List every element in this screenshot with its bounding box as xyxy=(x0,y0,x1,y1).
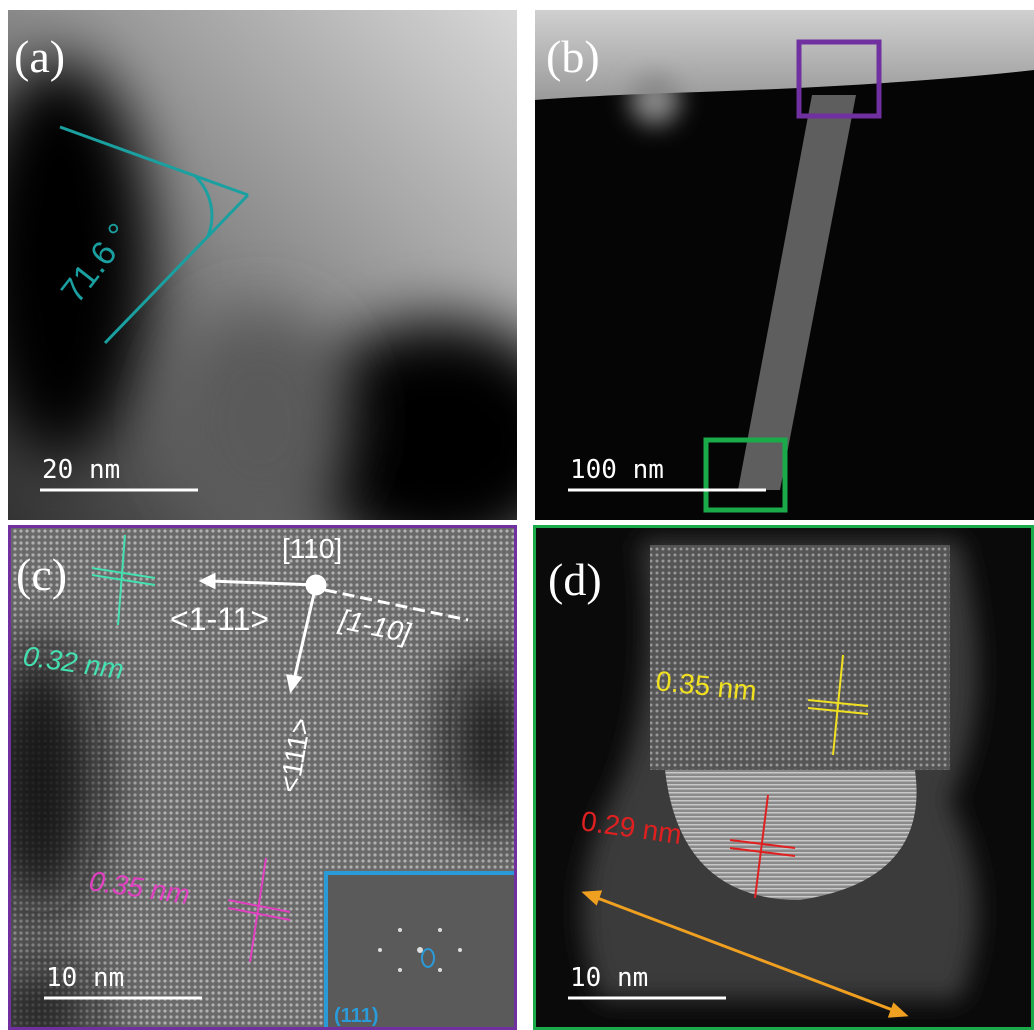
panel-d: 0.35 nm 0.29 nm (d) 10 nm xyxy=(533,525,1034,1030)
scale-bar-label: 10 nm xyxy=(46,963,124,993)
zone-axis: [110] xyxy=(282,533,342,564)
scale-bar-label: 100 nm xyxy=(570,455,664,485)
panel-b: (b) 100 nm xyxy=(535,10,1034,520)
panel-label: (a) xyxy=(14,31,65,82)
scale-bar-label: 20 nm xyxy=(42,455,120,485)
scale-bar-label: 10 nm xyxy=(570,963,648,993)
direction-label: <1-11> xyxy=(170,601,269,637)
panel-a: 71.6 ° (a) 20 nm xyxy=(8,10,517,520)
inset-label: (111) xyxy=(334,1005,378,1027)
panel-label: (d) xyxy=(548,554,602,605)
panel-label: (b) xyxy=(546,31,600,82)
panel-c: [110] <1-11> [1-10] <111> 0.32 nm 0.35 n… xyxy=(8,525,517,1030)
panel-label: (c) xyxy=(16,549,67,600)
